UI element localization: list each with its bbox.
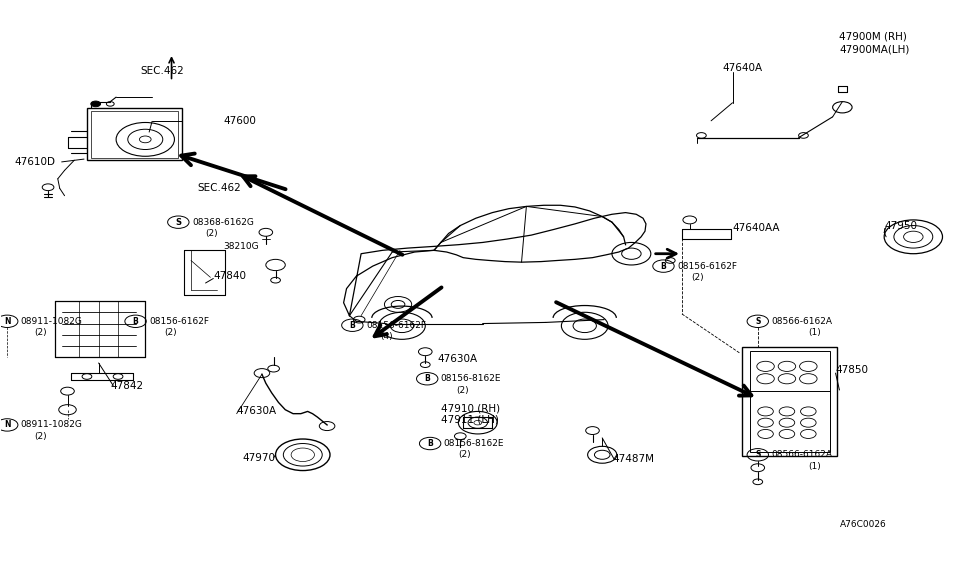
Circle shape <box>91 101 100 107</box>
Text: (2): (2) <box>165 328 177 337</box>
Text: 08156-8162E: 08156-8162E <box>444 439 504 448</box>
Text: (2): (2) <box>691 273 704 282</box>
Text: A76C0026: A76C0026 <box>839 520 886 529</box>
Text: 47640AA: 47640AA <box>732 223 780 233</box>
Text: S: S <box>755 317 760 326</box>
Text: 47487M: 47487M <box>612 454 654 464</box>
Text: B: B <box>661 261 666 271</box>
Bar <box>750 351 830 452</box>
Text: 47840: 47840 <box>214 271 247 281</box>
Text: N: N <box>4 317 11 326</box>
Text: 08566-6162A: 08566-6162A <box>771 317 833 326</box>
Text: 47842: 47842 <box>110 380 143 391</box>
Text: (2): (2) <box>34 328 47 337</box>
Text: 08156-6162F: 08156-6162F <box>677 261 737 271</box>
Text: N: N <box>4 421 11 430</box>
Text: S: S <box>176 218 181 226</box>
Bar <box>91 111 178 158</box>
Text: (1): (1) <box>808 328 821 337</box>
Text: (2): (2) <box>458 451 471 459</box>
Text: (2): (2) <box>206 229 218 238</box>
Text: SEC.462: SEC.462 <box>140 66 184 76</box>
Text: B: B <box>133 317 138 326</box>
Text: 47600: 47600 <box>223 117 255 126</box>
Text: 47850: 47850 <box>836 365 869 375</box>
Text: 08566-6162A: 08566-6162A <box>771 451 833 459</box>
Text: (1): (1) <box>808 461 821 470</box>
Text: B: B <box>427 439 433 448</box>
Text: S: S <box>755 451 760 459</box>
Text: 47630A: 47630A <box>237 406 277 417</box>
Text: 47910 (RH): 47910 (RH) <box>441 403 500 413</box>
Text: 08911-1082G: 08911-1082G <box>20 421 83 430</box>
Text: (2): (2) <box>456 385 469 395</box>
Text: 08156-8162E: 08156-8162E <box>441 374 501 383</box>
Text: 47610D: 47610D <box>14 157 55 167</box>
Text: 08911-1082G: 08911-1082G <box>20 317 83 326</box>
Text: B: B <box>424 374 430 383</box>
Bar <box>87 109 182 160</box>
Text: 47900MA(LH): 47900MA(LH) <box>839 44 910 54</box>
Text: (2): (2) <box>34 432 47 441</box>
Text: 47970: 47970 <box>243 453 276 462</box>
Text: 47630A: 47630A <box>437 354 477 364</box>
Text: 08368-6162G: 08368-6162G <box>192 218 254 226</box>
Text: 38210G: 38210G <box>223 242 258 251</box>
Text: B: B <box>349 321 355 330</box>
Text: 47900M (RH): 47900M (RH) <box>839 31 908 41</box>
Text: 47950: 47950 <box>884 221 917 230</box>
Text: 08156-6162F: 08156-6162F <box>366 321 426 330</box>
Text: 47640A: 47640A <box>722 63 762 73</box>
Bar <box>742 346 838 456</box>
Text: (4): (4) <box>380 332 393 341</box>
Text: 08156-6162F: 08156-6162F <box>149 317 210 326</box>
Text: 47911 (LH): 47911 (LH) <box>441 414 498 424</box>
Text: SEC.462: SEC.462 <box>198 183 242 194</box>
